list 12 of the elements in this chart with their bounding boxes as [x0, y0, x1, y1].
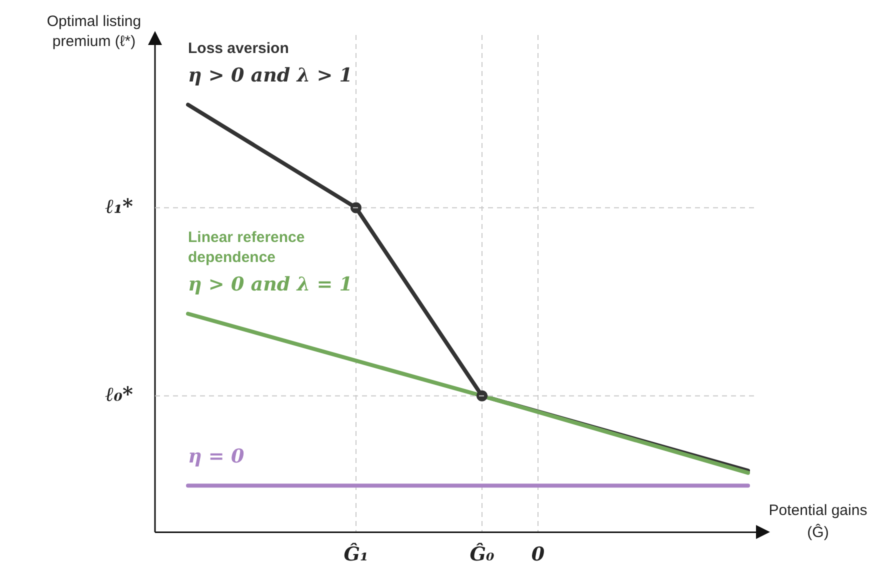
x-tick-label: 0	[531, 544, 545, 566]
text: Loss aversion	[188, 40, 289, 57]
text: η > 0 and λ > 1	[188, 64, 353, 87]
x-tick-label: Ĝ₁	[344, 542, 368, 566]
x-tick-label: Ĝ₀	[470, 542, 495, 566]
text: Linear reference dependence	[188, 228, 305, 266]
annotation: η = 0	[188, 446, 244, 468]
ref-line-label: ℓ₀*	[105, 382, 134, 406]
ref-line-label: ℓ₁*	[105, 194, 134, 218]
x-axis-title: Potential gains (Ĝ)	[768, 501, 868, 543]
y-axis-title: Optimal listing premium (ℓ*)	[46, 12, 142, 52]
annotation: η > 0 and λ = 1	[188, 274, 353, 296]
